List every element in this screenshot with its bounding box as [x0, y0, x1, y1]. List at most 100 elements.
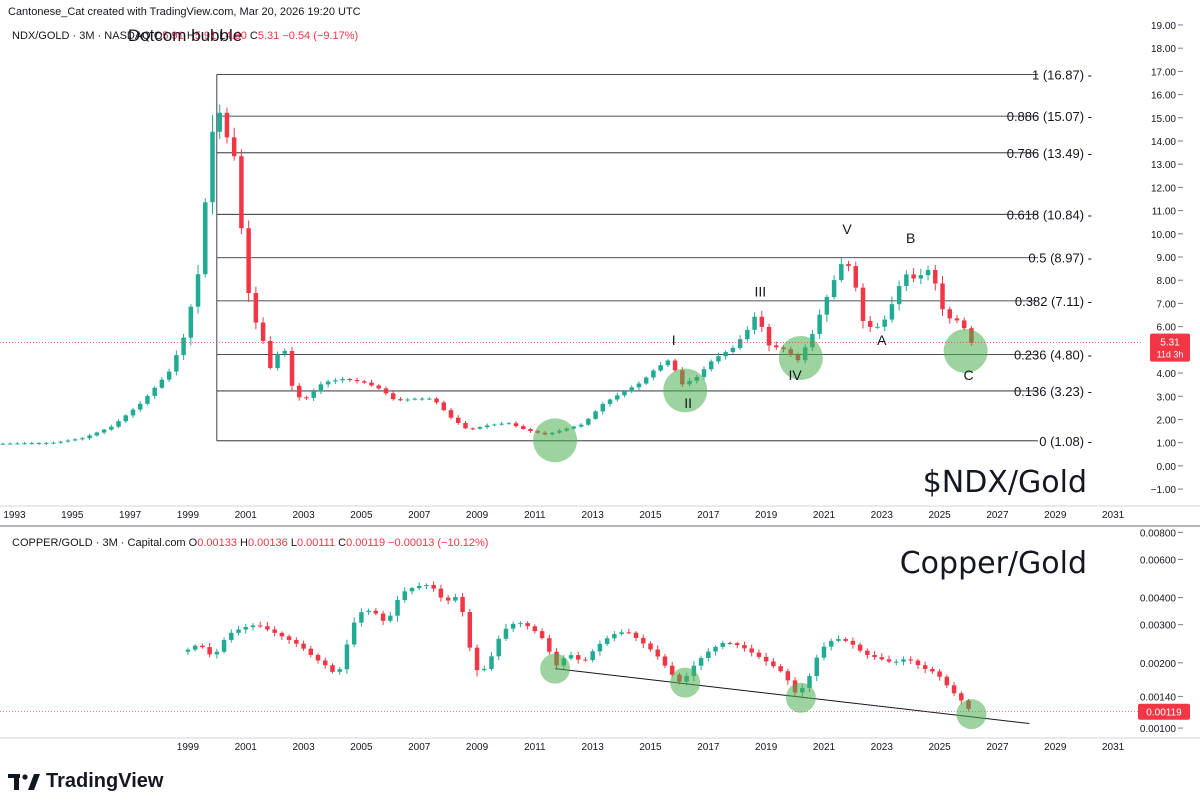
copper-candle-body: [214, 651, 220, 655]
ndx-candle-body: [867, 320, 873, 327]
ndx-x-tick-label: 2011: [524, 510, 546, 521]
copper-y-tick-label: 0.00140: [1140, 692, 1177, 703]
copper-y-tick-label: 0.00200: [1140, 659, 1177, 670]
copper-x-tick-label: 2029: [1044, 742, 1067, 753]
ndx-support-circle: [533, 418, 578, 463]
ndx-candle-body: [325, 381, 331, 385]
copper-candle-body: [200, 645, 205, 648]
fib-level-label: 0.618 (10.84) -: [1007, 207, 1092, 222]
ndx-candle-body: [7, 443, 13, 445]
ndx-candle-body: [383, 388, 389, 394]
ndx-candle-body: [282, 351, 288, 354]
copper-x-tick-label: 2011: [524, 742, 546, 753]
ndx-candle-body: [708, 361, 714, 370]
ndx-x-tick-label: 1993: [3, 510, 26, 521]
copper-candle-body: [908, 659, 913, 661]
ndx-candle-body: [166, 371, 172, 380]
copper-x-tick-label: 2009: [466, 742, 489, 753]
ndx-low: 4.60: [225, 30, 247, 42]
ndx-candle-body: [246, 228, 251, 293]
ndx-candle-body: [506, 423, 512, 425]
copper-high: 0.00136: [248, 537, 288, 549]
copper-candle-body: [286, 636, 292, 640]
copper-candle-body: [229, 632, 234, 640]
copper-candle-body: [453, 596, 458, 601]
copper-candle-body: [373, 610, 379, 614]
ndx-y-tick-label: 19.00: [1151, 21, 1176, 32]
ndx-y-tick-label: 14.00: [1151, 137, 1176, 148]
ndx-candle-body: [824, 297, 830, 315]
ndx-candle-body: [730, 347, 736, 353]
copper-candle-body: [597, 643, 603, 652]
copper-x-tick-label: 2005: [350, 742, 373, 753]
ndx-candle-body: [578, 424, 584, 427]
ndx-candle-body: [723, 352, 728, 357]
ndx-candle-body: [752, 316, 757, 330]
ndx-candle-body: [434, 398, 439, 403]
ndx-candle-body: [940, 283, 945, 310]
ndx-candle-body: [759, 316, 765, 327]
ndx-candle-body: [615, 395, 620, 400]
copper-candle-body: [720, 642, 726, 647]
ndx-candle-body: [593, 411, 598, 419]
ndx-candle-body: [528, 429, 533, 432]
ndx-candle-body: [492, 424, 497, 426]
ndx-candle-body: [22, 443, 27, 445]
ndx-candle-body: [470, 428, 475, 430]
copper-candle-body: [915, 660, 921, 666]
copper-support-circle: [540, 653, 571, 684]
ndx-y-tick-label: 7.00: [1157, 299, 1177, 310]
copper-candle-body: [424, 584, 429, 586]
copper-candle-body: [727, 642, 733, 644]
ndx-candle-body: [918, 275, 924, 279]
copper-x-tick-label: 2007: [408, 742, 431, 753]
ndx-candle-body: [701, 369, 707, 377]
ndx-annotation: II: [684, 395, 692, 411]
ndx-close-label: C: [249, 30, 258, 42]
copper-candle-body: [959, 693, 964, 701]
ndx-candle-body: [376, 385, 381, 389]
ndx-candle-body: [318, 384, 324, 392]
ndx-candle-body: [188, 306, 194, 338]
copper-y-tick-label: 0.00300: [1140, 621, 1177, 632]
ndx-candle-body: [860, 287, 866, 321]
copper-candle-body: [886, 659, 892, 662]
ndx-support-circle: [663, 368, 708, 413]
ndx-candle-body: [0, 443, 6, 445]
ndx-candle-body: [109, 426, 114, 430]
copper-candle-body: [901, 659, 906, 662]
ndx-high-label: H: [186, 30, 195, 42]
ndx-candle-body: [419, 398, 425, 400]
copper-candle-body: [655, 649, 660, 657]
ndx-candle-body: [65, 440, 71, 442]
copper-candle-body: [575, 655, 581, 660]
copper-candle-body: [467, 611, 473, 648]
ndx-annotation: V: [842, 221, 852, 237]
copper-candle-body: [351, 622, 357, 645]
fib-level-label: 0 (1.08) -: [1039, 434, 1092, 449]
ndx-candle-body: [477, 427, 483, 429]
ndx-candle-body: [405, 399, 410, 401]
copper-x-tick-label: 2031: [1102, 742, 1125, 753]
ndx-candle-body: [665, 360, 671, 366]
copper-candle-body: [250, 625, 256, 628]
ndx-candle-body: [817, 314, 822, 334]
ndx-candle-body: [217, 112, 222, 132]
copper-candle-body: [944, 676, 950, 686]
copper-candle-body: [771, 661, 776, 667]
copper-candle-body: [525, 623, 530, 627]
ndx-candle-body: [210, 131, 215, 203]
ndx-candle-body: [390, 393, 396, 400]
copper-candle-body: [583, 659, 588, 661]
copper-candle-body: [272, 629, 277, 633]
copper-candle-body: [474, 647, 480, 671]
ndx-candle-body: [513, 423, 519, 427]
ndx-x-tick-label: 2015: [639, 510, 662, 521]
fib-level-label: 0.136 (3.23) -: [1014, 384, 1092, 399]
tradingview-logo[interactable]: TradingView: [8, 770, 163, 793]
copper-close-label: C: [338, 537, 347, 549]
ndx-candle-body: [925, 269, 931, 276]
ndx-candle-body: [80, 438, 85, 440]
ndx-candle-body: [643, 377, 649, 384]
copper-candle-body: [734, 643, 740, 646]
